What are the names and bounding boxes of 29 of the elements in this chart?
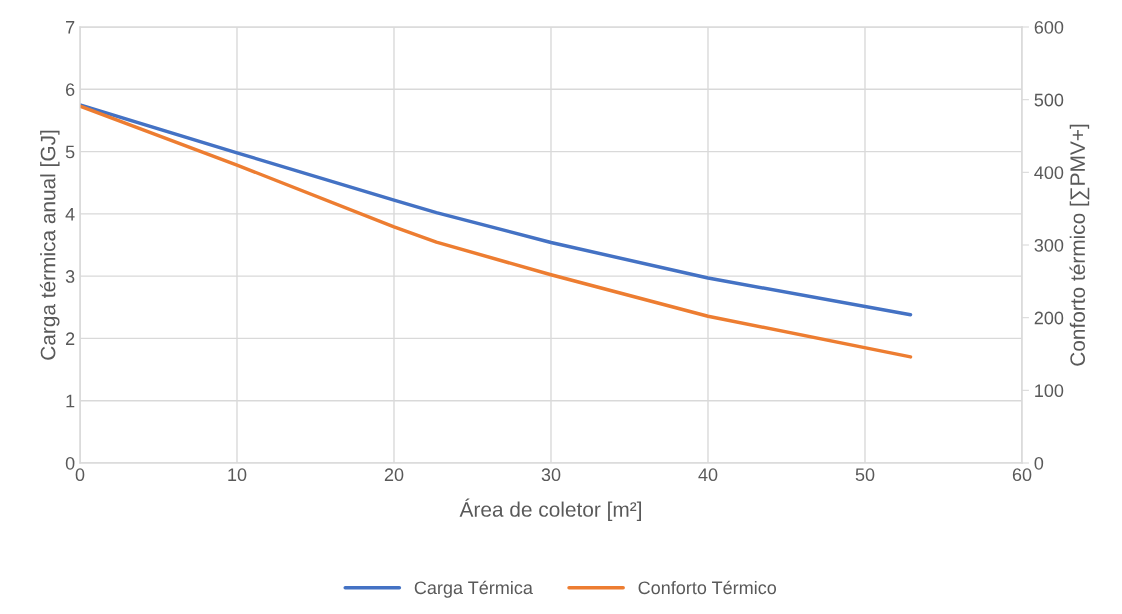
y2-axis-title: Conforto térmico [∑PMV+] [1069, 124, 1090, 366]
x-tick-label: 40 [698, 468, 718, 482]
y-tick-label: 0 [65, 456, 75, 470]
y2-tick-label: 300 [1034, 238, 1064, 252]
y2-tick-label: 600 [1034, 20, 1064, 34]
y2-tick-label: 500 [1034, 93, 1064, 107]
y-tick-label: 5 [65, 145, 75, 159]
y-tick-label: 7 [66, 21, 75, 34]
y-tick-label: 6 [66, 83, 75, 97]
legend-label: Conforto Térmico [638, 580, 777, 595]
line-series [80, 103, 913, 317]
y2-tick-label: 200 [1034, 311, 1064, 325]
y-tick-label: 1 [66, 394, 75, 408]
y2-tick-label: 0 [1034, 456, 1044, 470]
y-axis-title: Carga térmica anual [GJ] [39, 130, 60, 360]
y-tick-label: 4 [65, 207, 75, 221]
x-tick-label: 60 [1012, 468, 1032, 482]
y2-tick-label: 400 [1034, 166, 1064, 180]
line-series [80, 104, 913, 359]
x-tick-label: 10 [228, 468, 247, 482]
y2-tick-label: 100 [1035, 384, 1064, 398]
y-tick-label: 2 [66, 332, 75, 345]
legend-label: Carga Térmica [414, 580, 533, 598]
x-tick-label: 20 [384, 468, 404, 482]
x-axis-title: Área de coletor [m²] [459, 498, 641, 521]
x-tick-label: 0 [75, 468, 85, 482]
y-tick-label: 3 [65, 270, 75, 283]
x-tick-label: 30 [541, 468, 561, 482]
x-tick-label: 50 [855, 468, 875, 482]
